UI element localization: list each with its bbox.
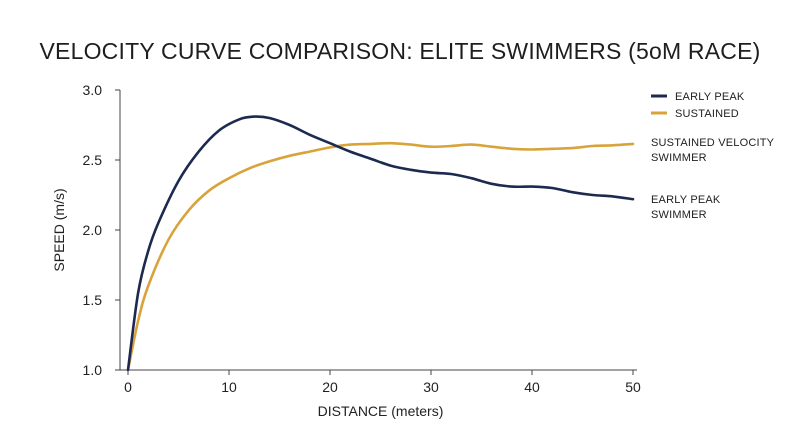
annotation-1: SUSTAINED VELOCITY SWIMMER <box>651 137 775 164</box>
annotation-line: EARLY PEAK <box>651 194 721 206</box>
x-tick-label: 40 <box>524 379 540 395</box>
annotation-line: SWIMMER <box>651 152 707 164</box>
y-tick-label: 2.0 <box>83 222 103 238</box>
x-axis-label: DISTANCE (meters) <box>318 403 444 419</box>
series-line-sustained <box>126 141 635 372</box>
x-tick-label: 10 <box>221 379 237 395</box>
chart-title: VELOCITY CURVE COMPARISON: ELITE SWIMMER… <box>39 38 761 64</box>
chart-legend: EARLY PEAK SUSTAINED <box>651 91 745 120</box>
y-tick-label: 3.0 <box>83 82 103 98</box>
chart-ticks: 0 10 20 30 40 50 1.0 1.5 2.0 2.5 3.0 <box>83 82 641 395</box>
legend-label-sustained: SUSTAINED <box>675 108 739 120</box>
x-tick-label: 0 <box>124 379 132 395</box>
chart-series-lines <box>126 115 635 372</box>
x-tick-label: 50 <box>625 379 641 395</box>
x-tick-label: 30 <box>423 379 439 395</box>
chart-annotations: SUSTAINED VELOCITY SWIMMER EARLY PEAK SWIMM… <box>651 137 775 221</box>
y-tick-label: 2.5 <box>83 152 103 168</box>
annotation-line: SWIMMER <box>651 209 707 221</box>
y-tick-label: 1.5 <box>83 292 103 308</box>
annotation-line: SUSTAINED VELOCITY <box>651 137 775 149</box>
chart-axes <box>119 90 637 371</box>
x-tick-label: 20 <box>322 379 338 395</box>
y-tick-label: 1.0 <box>83 362 103 378</box>
annotation-2: EARLY PEAK SWIMMER <box>651 194 721 221</box>
series-line-early-peak <box>126 115 635 372</box>
legend-label-early-peak: EARLY PEAK <box>675 91 745 103</box>
y-axis-label: SPEED (m/s) <box>51 188 67 271</box>
